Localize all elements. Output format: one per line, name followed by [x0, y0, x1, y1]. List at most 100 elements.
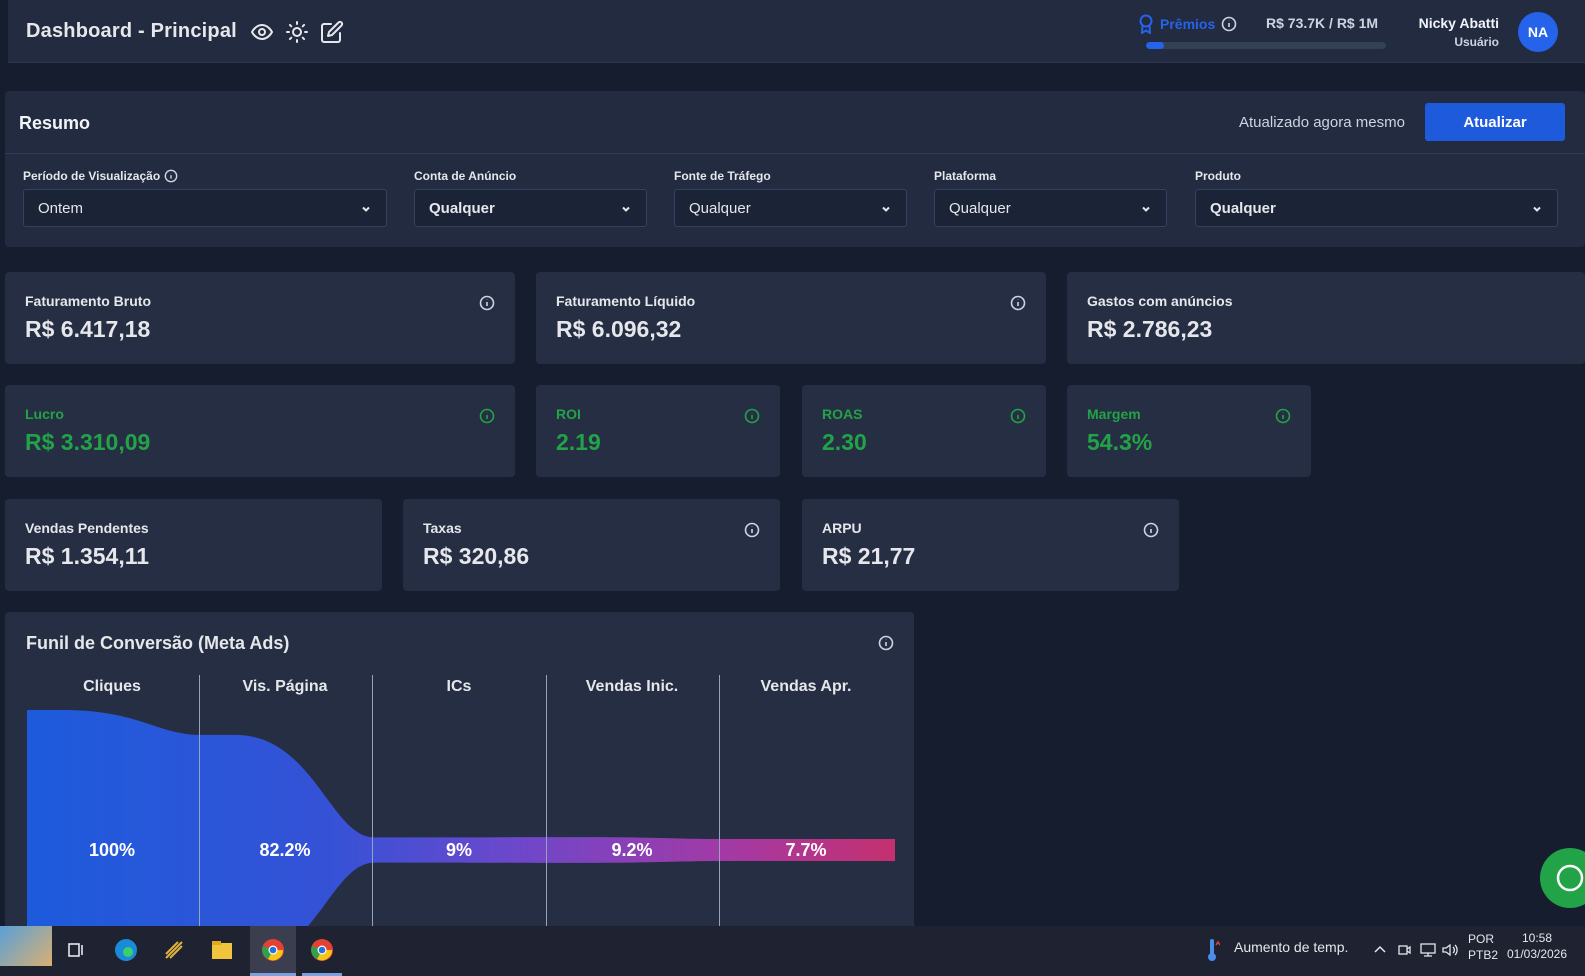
- edit-icon[interactable]: [320, 20, 344, 44]
- stage-percent-ics: 9%: [445, 840, 472, 860]
- chevron-down-icon: [620, 202, 632, 214]
- stage-label-sales-started: Vendas Inic.: [585, 678, 679, 695]
- card-value: R$ 1.354,11: [25, 543, 150, 569]
- file-explorer-icon[interactable]: [206, 934, 238, 966]
- divider: [5, 153, 1585, 154]
- card-roi: ROI 2.19: [536, 385, 780, 477]
- summary-title: Resumo: [19, 113, 91, 133]
- whatsapp-chat-button[interactable]: [1540, 848, 1585, 908]
- card-margin: Margem 54.3%: [1067, 385, 1311, 477]
- rewards-progress-bar: [1146, 42, 1386, 49]
- thermometer-icon: [1196, 934, 1228, 966]
- task-view-icon[interactable]: [60, 934, 92, 966]
- sun-icon[interactable]: [285, 20, 309, 44]
- card-value: 2.30: [822, 429, 867, 455]
- chevron-down-icon: [1140, 202, 1152, 214]
- traffic-source-select[interactable]: Qualquer: [674, 189, 907, 227]
- clock[interactable]: 10:58 01/03/2026: [1502, 930, 1572, 962]
- info-icon[interactable]: [164, 169, 178, 183]
- period-select[interactable]: Ontem: [23, 189, 387, 227]
- stage-divider: [546, 675, 547, 932]
- info-icon[interactable]: [1221, 16, 1237, 32]
- update-button[interactable]: Atualizar: [1425, 103, 1565, 141]
- card-label: Taxas: [423, 520, 462, 536]
- info-icon[interactable]: [1143, 522, 1159, 538]
- card-pending-sales: Vendas Pendentes R$ 1.354,11: [5, 499, 382, 591]
- card-label: ROI: [556, 406, 581, 422]
- user-name[interactable]: Nicky Abatti: [1418, 15, 1499, 31]
- summary-panel: Resumo Atualizado agora mesmo Atualizar …: [5, 91, 1585, 247]
- user-role: Usuário: [1454, 35, 1499, 49]
- stage-label-clicks: Cliques: [83, 678, 141, 695]
- stage-percent-page-views: 82.2%: [259, 840, 311, 860]
- info-icon[interactable]: [878, 635, 894, 651]
- chevron-down-icon: [880, 202, 892, 214]
- stage-percent-sales-started: 9.2%: [611, 840, 653, 860]
- info-icon[interactable]: [479, 295, 495, 311]
- card-arpu: ARPU R$ 21,77: [802, 499, 1179, 591]
- filter-label-platform: Plataforma: [934, 169, 997, 183]
- ad-account-select[interactable]: Qualquer: [414, 189, 647, 227]
- filter-label-text: Período de Visualização: [23, 169, 161, 183]
- card-value: 2.19: [556, 429, 601, 455]
- info-icon[interactable]: [744, 408, 760, 424]
- filter-label-product: Produto: [1195, 169, 1241, 183]
- chevron-down-icon: [1531, 202, 1543, 214]
- meet-icon[interactable]: [1388, 934, 1420, 966]
- clock-time: 10:58: [1521, 931, 1553, 945]
- card-ad-spend: Gastos com anúncios R$ 2.786,23: [1067, 272, 1585, 364]
- platform-select[interactable]: Qualquer: [934, 189, 1167, 227]
- chrome-icon[interactable]: [250, 926, 296, 976]
- app-icon[interactable]: [158, 934, 190, 966]
- volume-icon[interactable]: [1434, 934, 1466, 966]
- info-icon[interactable]: [1275, 408, 1291, 424]
- info-icon[interactable]: [479, 408, 495, 424]
- widgets-icon[interactable]: [0, 926, 52, 966]
- eye-icon[interactable]: [250, 20, 274, 44]
- clock-date: 01/03/2026: [1506, 947, 1568, 961]
- info-icon[interactable]: [1010, 295, 1026, 311]
- card-value: R$ 2.786,23: [1087, 316, 1213, 342]
- card-label: Faturamento Bruto: [25, 293, 151, 309]
- conversion-funnel-panel: Funil de Conversão (Meta Ads) Cliques Vi…: [5, 612, 914, 932]
- card-label: Faturamento Líquido: [556, 293, 696, 309]
- stage-divider: [372, 675, 373, 932]
- card-value: R$ 320,86: [423, 543, 530, 569]
- chrome-icon[interactable]: [302, 926, 342, 976]
- stage-label-page-views: Vis. Página: [242, 678, 328, 695]
- language-code: POR: [1468, 932, 1495, 946]
- network-icon[interactable]: [1412, 934, 1444, 966]
- card-value: R$ 21,77: [822, 543, 916, 569]
- info-icon[interactable]: [1010, 408, 1026, 424]
- stage-label-ics: ICs: [446, 678, 472, 695]
- funnel-title: Funil de Conversão (Meta Ads): [26, 633, 290, 653]
- chevron-up-icon[interactable]: [1364, 934, 1396, 966]
- updated-status: Atualizado agora mesmo: [1239, 114, 1405, 131]
- info-icon[interactable]: [744, 522, 760, 538]
- chevron-down-icon: [360, 202, 372, 214]
- period-select-value: Ontem: [38, 199, 84, 217]
- avatar[interactable]: NA: [1518, 12, 1558, 52]
- funnel-chart: [27, 710, 895, 932]
- card-gross-revenue: Faturamento Bruto R$ 6.417,18: [5, 272, 515, 364]
- weather-text[interactable]: Aumento de temp.: [1234, 939, 1349, 955]
- page-title: Dashboard - Principal: [26, 20, 237, 42]
- stage-divider: [199, 675, 200, 932]
- filter-label-period: Período de Visualização: [23, 169, 178, 183]
- filter-label-traffic-source: Fonte de Tráfego: [674, 169, 771, 183]
- product-select[interactable]: Qualquer: [1195, 189, 1558, 227]
- traffic-source-select-value: Qualquer: [689, 199, 751, 217]
- edge-browser-icon[interactable]: [110, 934, 142, 966]
- card-label: ROAS: [822, 406, 863, 422]
- whatsapp-icon: [1556, 864, 1584, 892]
- top-header: Dashboard - Principal Prêmios R$ 73.7K /…: [8, 0, 1585, 63]
- card-label: ARPU: [822, 520, 862, 536]
- rewards-progress-fill: [1146, 42, 1164, 49]
- stage-percent-sales-approved: 7.7%: [785, 840, 827, 860]
- platform-select-value: Qualquer: [949, 199, 1011, 217]
- rewards-link[interactable]: Prêmios: [1138, 14, 1237, 34]
- ad-account-select-value: Qualquer: [429, 199, 495, 217]
- funnel-area: [27, 710, 895, 932]
- language-indicator[interactable]: POR PTB2: [1468, 931, 1498, 963]
- stage-percent-clicks: 100%: [88, 840, 136, 860]
